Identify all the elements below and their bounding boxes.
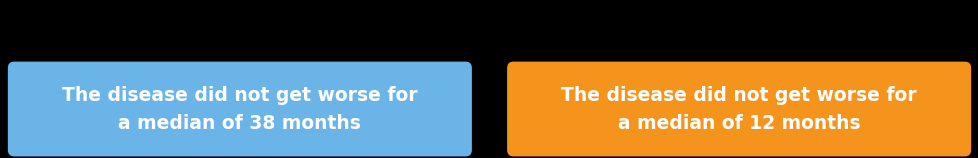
Text: The disease did not get worse for
a median of 12 months: The disease did not get worse for a medi… — [560, 85, 916, 133]
Text: The disease did not get worse for
a median of 38 months: The disease did not get worse for a medi… — [62, 85, 418, 133]
FancyBboxPatch shape — [8, 62, 471, 156]
FancyBboxPatch shape — [507, 62, 970, 156]
